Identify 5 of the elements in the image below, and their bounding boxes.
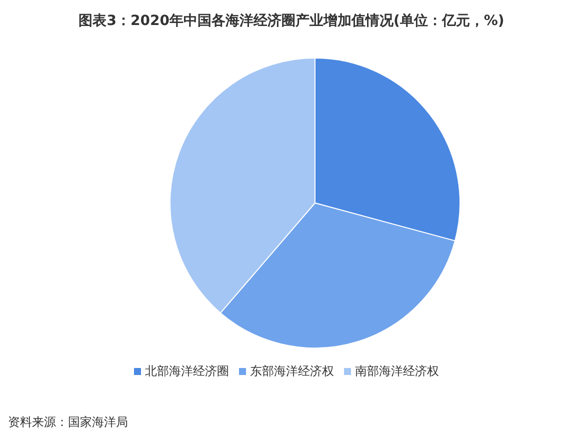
- legend-label: 南部海洋经济权: [355, 364, 439, 378]
- text: 资料来源：国家海洋局: [8, 414, 128, 431]
- legend-label: 东部海洋经济权: [250, 364, 334, 378]
- legend-label: 北部海洋经济圈: [145, 364, 229, 378]
- chart-title: 图表3：2020年中国各海洋经济圈产业增加值情况(单位：亿元，%): [78, 12, 506, 30]
